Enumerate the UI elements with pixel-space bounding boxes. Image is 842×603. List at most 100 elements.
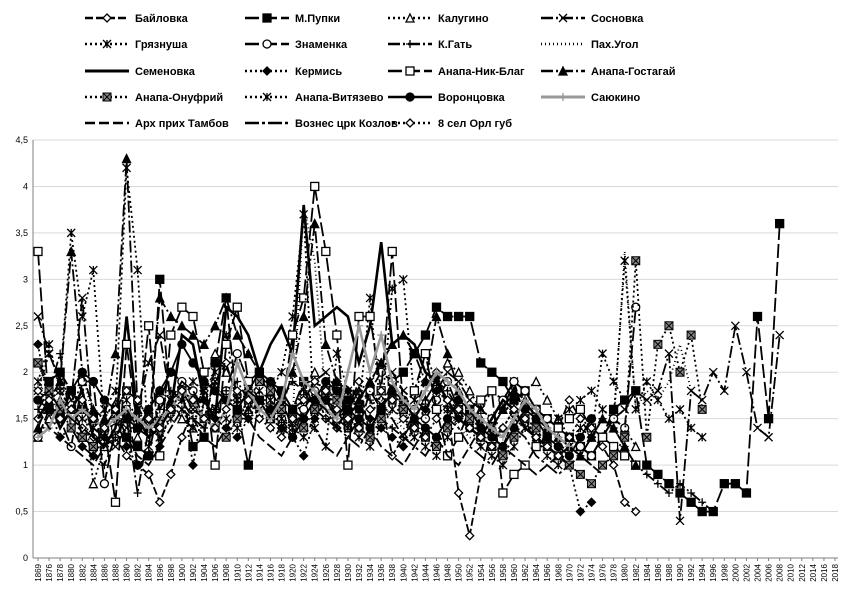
data-point: [575, 441, 586, 452]
x-tick-label: 1869: [34, 563, 43, 581]
legend-entry: Пах.Угол: [541, 39, 639, 51]
x-tick-label: 1912: [244, 563, 253, 581]
data-point: [321, 246, 331, 257]
data-point: [299, 423, 309, 433]
data-point: [354, 423, 364, 433]
data-point: [320, 385, 331, 396]
x-tick-label: 1922: [300, 563, 309, 581]
data-point: [287, 413, 298, 424]
data-point: [265, 386, 275, 396]
x-tick-label: 1926: [322, 563, 331, 581]
legend-label: Грязнуша: [135, 39, 188, 51]
data-point: [559, 93, 567, 101]
data-point: [99, 395, 110, 405]
data-point: [88, 478, 99, 489]
data-point: [132, 403, 143, 415]
legend-entry: К.Гать: [388, 39, 472, 51]
data-point: [331, 404, 342, 415]
data-point: [365, 432, 375, 442]
series-8: [37, 204, 692, 458]
data-point: [653, 339, 663, 349]
legend-entry: Семеновка: [85, 66, 196, 78]
data-point: [366, 368, 375, 377]
data-point: [243, 460, 253, 470]
data-point: [44, 386, 54, 396]
y-tick-label: 1: [23, 460, 28, 470]
data-point: [388, 423, 397, 432]
x-tick-label: 1928: [333, 563, 342, 581]
data-point: [33, 339, 43, 350]
data-point: [487, 451, 497, 461]
data-point: [365, 442, 375, 451]
data-point: [686, 497, 696, 507]
data-point: [144, 423, 153, 432]
data-point: [165, 469, 176, 480]
x-tick-label: 2014: [809, 563, 818, 581]
legend-label: Арх прих Тамбов: [135, 118, 229, 130]
x-tick-label: 1958: [499, 563, 508, 581]
data-point: [332, 330, 342, 340]
data-point: [454, 386, 463, 395]
data-point: [476, 442, 486, 451]
legend-entry: Анапа-Ник-Благ: [388, 66, 525, 78]
data-point: [653, 386, 663, 396]
y-tick-label: 4: [23, 181, 28, 191]
data-point: [199, 367, 209, 377]
data-point: [343, 413, 353, 424]
data-point: [78, 405, 87, 414]
data-point: [232, 348, 242, 359]
data-point: [299, 377, 308, 386]
data-point: [288, 423, 298, 433]
data-point: [454, 414, 464, 424]
x-tick-label: 1936: [377, 563, 386, 581]
data-point: [99, 404, 109, 414]
data-point: [487, 367, 497, 377]
data-point: [586, 497, 597, 508]
data-point: [399, 396, 408, 405]
marker-cross: [299, 423, 309, 433]
data-point: [420, 330, 431, 340]
data-point: [343, 404, 353, 415]
y-tick-label: 4,5: [15, 135, 28, 145]
data-point: [298, 450, 309, 461]
data-point: [542, 432, 552, 442]
data-point: [33, 312, 43, 321]
marker-cross: [576, 470, 585, 479]
data-point: [110, 348, 121, 359]
data-point: [102, 13, 112, 23]
data-point: [431, 404, 442, 415]
data-point: [453, 404, 464, 415]
data-point: [343, 460, 353, 470]
data-point: [77, 367, 87, 377]
legend-label: М.Пупки: [295, 13, 340, 25]
data-point: [420, 348, 431, 359]
data-point: [188, 395, 198, 406]
data-point: [542, 451, 552, 461]
data-point: [243, 395, 254, 406]
data-point: [353, 394, 365, 405]
data-point: [122, 395, 132, 405]
data-point: [44, 404, 54, 415]
x-tick-label: 1934: [366, 563, 375, 581]
x-tick-label: 1968: [554, 563, 563, 581]
legend-label: Знаменка: [295, 39, 348, 51]
data-point: [88, 450, 99, 461]
data-point: [497, 403, 508, 415]
x-tick-label: 1954: [477, 563, 486, 581]
series-16: [34, 321, 574, 451]
data-point: [498, 488, 508, 498]
data-point: [409, 432, 419, 442]
data-point: [586, 414, 597, 424]
data-point: [66, 404, 77, 415]
x-tick-label: 1988: [665, 563, 674, 581]
data-point: [497, 423, 508, 433]
data-point: [199, 386, 209, 396]
data-point: [355, 321, 364, 330]
data-point: [154, 497, 165, 508]
data-point: [66, 228, 76, 238]
x-tick-label: 1996: [709, 563, 718, 581]
data-point: [143, 413, 154, 424]
y-tick-label: 3,5: [15, 228, 28, 238]
data-point: [133, 414, 142, 423]
data-point: [653, 479, 662, 488]
